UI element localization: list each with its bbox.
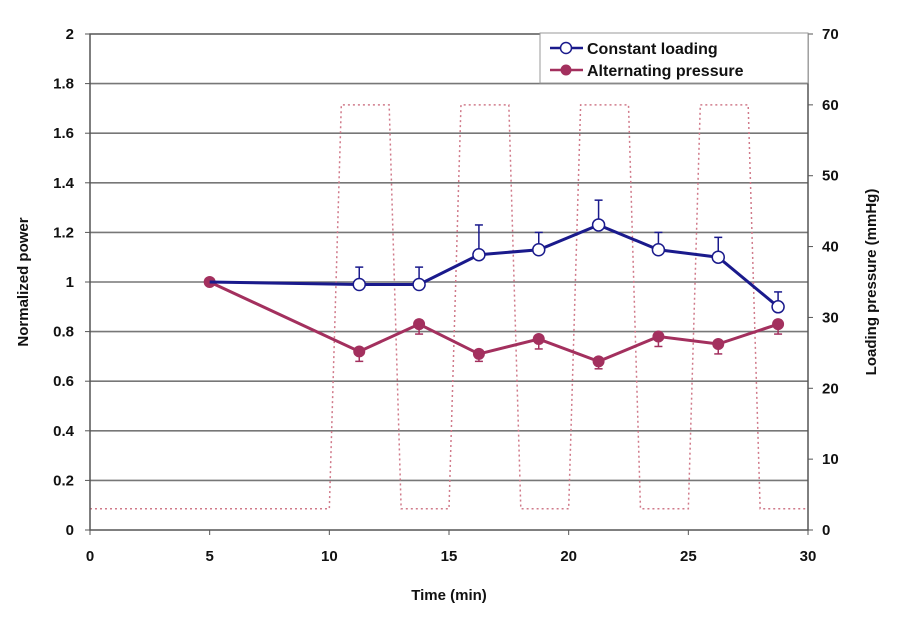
- x-tick-label: 0: [86, 548, 94, 565]
- y2-tick-label: 40: [822, 239, 839, 256]
- data-point: [413, 318, 426, 331]
- y2-tick-label: 0: [822, 522, 830, 539]
- x-tick-label: 5: [205, 548, 213, 565]
- data-point: [591, 218, 606, 232]
- data-point: [772, 318, 785, 331]
- y-tick-label: 0.6: [53, 373, 74, 390]
- legend-label-constant: Constant loading: [587, 41, 718, 58]
- y-tick-label: 1.6: [53, 125, 74, 142]
- legend-label-alternating: Alternating pressure: [587, 63, 744, 80]
- y2-tick-label: 70: [822, 26, 839, 43]
- data-point: [472, 347, 485, 360]
- series-line: [209, 223, 780, 308]
- y-tick-label: 0: [66, 522, 74, 539]
- y-axis-label: Normalized power: [15, 217, 32, 346]
- x-tick-label: 20: [560, 548, 577, 565]
- y-tick-label: 0.8: [53, 324, 74, 341]
- legend-marker-constant: [559, 41, 573, 55]
- y2-tick-label: 60: [822, 97, 839, 114]
- pressure-line: [90, 104, 808, 510]
- data-point: [652, 330, 665, 343]
- data-point: [711, 250, 725, 264]
- data-point: [532, 333, 545, 346]
- data-point: [352, 277, 366, 292]
- data-point: [712, 338, 725, 350]
- y-tick-label: 2: [66, 26, 74, 43]
- legend: Constant loading Alternating pressure: [539, 32, 809, 84]
- y2-tick-label: 10: [822, 451, 839, 468]
- data-point: [472, 247, 486, 262]
- legend-box: [539, 32, 809, 84]
- x-tick-label: 30: [800, 548, 817, 565]
- y-tick-label: 1.2: [53, 224, 74, 241]
- grid: [90, 82, 808, 482]
- pressure-profile: [90, 104, 808, 510]
- y-tick-label: 1.8: [53, 76, 74, 93]
- x-tick-label: 15: [441, 548, 458, 565]
- y2-axis-label: Loading pressure (mmHg): [863, 189, 880, 376]
- y-tick-label: 0.4: [53, 423, 75, 440]
- ticks: 00.20.40.60.811.21.41.61.820102030405060…: [53, 26, 839, 565]
- series-alternating-pressure: [203, 276, 785, 370]
- data-point: [353, 345, 366, 358]
- data-point: [532, 243, 546, 257]
- data-point: [412, 277, 426, 292]
- legend-marker-alternating: [560, 64, 572, 76]
- x-tick-label: 10: [321, 548, 338, 565]
- y-tick-label: 1.4: [53, 175, 75, 192]
- y2-tick-label: 20: [822, 380, 839, 397]
- data-point: [771, 300, 785, 314]
- x-axis-label: Time (min): [411, 587, 487, 604]
- data-point: [592, 355, 605, 368]
- y2-tick-label: 30: [822, 309, 839, 326]
- data-point: [651, 243, 666, 257]
- series-constant-loading: [209, 199, 785, 314]
- y-tick-label: 0.2: [53, 472, 74, 489]
- x-tick-label: 25: [680, 548, 697, 565]
- y-tick-label: 1: [66, 274, 74, 291]
- series-layer: [203, 199, 785, 370]
- y2-tick-label: 50: [822, 168, 839, 185]
